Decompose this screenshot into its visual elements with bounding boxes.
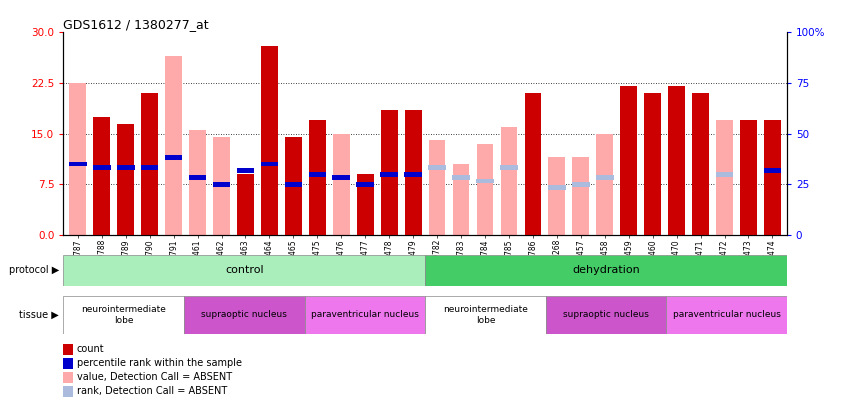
Bar (69, 83, 86, 235)
Bar (309, 120, 326, 235)
Text: neurointermediate
lobe: neurointermediate lobe (443, 305, 528, 324)
Bar (63, 344, 73, 355)
Bar (309, 172, 327, 177)
Bar (501, 127, 517, 235)
Text: protocol ▶: protocol ▶ (9, 265, 59, 275)
Bar (546, 296, 667, 334)
Bar (525, 93, 541, 235)
Bar (356, 182, 374, 187)
Bar (453, 164, 470, 235)
Bar (213, 137, 230, 235)
Text: GDS1612 / 1380277_at: GDS1612 / 1380277_at (63, 18, 209, 31)
Bar (381, 172, 398, 177)
Bar (118, 124, 135, 235)
Bar (63, 386, 73, 397)
Bar (453, 175, 470, 180)
Bar (190, 130, 206, 235)
Text: tissue ▶: tissue ▶ (19, 310, 59, 320)
Bar (764, 120, 781, 235)
Bar (425, 255, 787, 286)
Bar (165, 155, 183, 160)
Text: paraventricular nucleus: paraventricular nucleus (310, 310, 419, 320)
Bar (357, 174, 374, 235)
Text: supraoptic nucleus: supraoptic nucleus (563, 310, 649, 320)
Bar (69, 162, 86, 166)
Bar (764, 168, 781, 173)
Bar (572, 182, 590, 187)
Bar (716, 172, 733, 177)
Bar (666, 296, 787, 334)
Bar (476, 144, 493, 235)
Bar (740, 120, 757, 235)
Bar (305, 296, 425, 334)
Bar (381, 110, 398, 235)
Bar (404, 110, 421, 235)
Bar (261, 46, 277, 235)
Text: count: count (77, 344, 105, 354)
Bar (620, 86, 637, 235)
Bar (404, 172, 422, 177)
Bar (596, 134, 613, 235)
Bar (284, 182, 302, 187)
Bar (189, 175, 206, 180)
Bar (237, 174, 254, 235)
Bar (573, 157, 589, 235)
Text: percentile rank within the sample: percentile rank within the sample (77, 358, 242, 368)
Bar (261, 162, 278, 166)
Bar (63, 255, 425, 286)
Bar (476, 179, 494, 183)
Bar (93, 165, 111, 170)
Bar (165, 56, 182, 235)
Bar (596, 175, 613, 180)
Bar (184, 296, 305, 334)
Text: neurointermediate
lobe: neurointermediate lobe (81, 305, 166, 324)
Bar (285, 137, 302, 235)
Bar (668, 86, 685, 235)
Bar (212, 182, 230, 187)
Bar (692, 93, 709, 235)
Text: rank, Detection Call = ABSENT: rank, Detection Call = ABSENT (77, 386, 228, 396)
Bar (548, 185, 566, 190)
Text: dehydration: dehydration (572, 265, 640, 275)
Bar (645, 93, 661, 235)
Bar (237, 168, 255, 173)
Bar (716, 120, 733, 235)
Bar (141, 93, 158, 235)
Bar (117, 165, 135, 170)
Bar (500, 165, 518, 170)
Bar (63, 372, 73, 383)
Text: control: control (225, 265, 264, 275)
Bar (548, 157, 565, 235)
Bar (333, 134, 349, 235)
Bar (428, 165, 446, 170)
Bar (141, 165, 158, 170)
Text: paraventricular nucleus: paraventricular nucleus (673, 310, 781, 320)
Bar (63, 358, 73, 369)
Bar (429, 141, 446, 235)
Bar (63, 296, 184, 334)
Bar (425, 296, 546, 334)
Bar (93, 117, 110, 235)
Bar (332, 175, 350, 180)
Text: value, Detection Call = ABSENT: value, Detection Call = ABSENT (77, 372, 232, 382)
Text: supraoptic nucleus: supraoptic nucleus (201, 310, 288, 320)
